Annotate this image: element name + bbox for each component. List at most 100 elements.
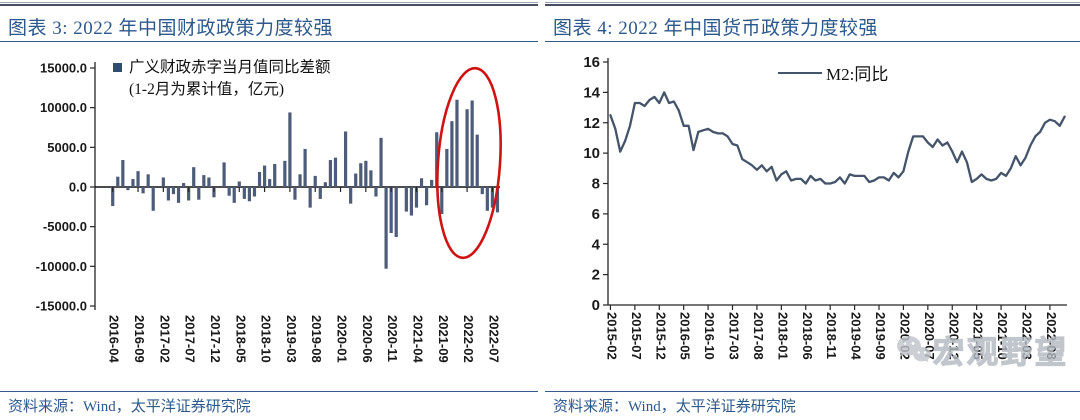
- x-tick-label: 2016-10: [702, 312, 717, 360]
- m2-line: [609, 91, 1066, 185]
- bar: [187, 187, 191, 201]
- bar: [369, 170, 373, 187]
- x-tick-label: 2019-04: [849, 312, 864, 360]
- top-rule-dark: [0, 4, 538, 6]
- y-tick-label: 2: [592, 267, 600, 284]
- bar: [202, 175, 206, 187]
- bar: [126, 187, 130, 191]
- bar: [374, 187, 378, 197]
- legend-square-icon: [113, 63, 122, 72]
- bar: [475, 134, 479, 187]
- bar: [288, 112, 292, 187]
- x-tick-label: 2018-06: [800, 312, 815, 360]
- x-tick-label: 2020-06: [360, 315, 375, 363]
- x-tick-label: 2020-11: [385, 315, 400, 362]
- bar: [237, 181, 241, 187]
- y-tick-label: 6: [592, 206, 600, 223]
- bar: [485, 187, 489, 211]
- fiscal-chart-panel: 图表 3: 2022 年中国财政政策力度较强 15000.0 10000.0 500…: [0, 0, 538, 420]
- y-tick-label: 15000.0: [40, 61, 87, 76]
- x-tick-label: 2019-09: [873, 312, 888, 360]
- bar: [430, 179, 434, 187]
- y-tick-label: 4: [592, 236, 601, 253]
- x-tick-label: 2021-04: [410, 315, 425, 363]
- x-tick-label: 2016-05: [678, 312, 693, 360]
- bar: [465, 109, 469, 187]
- top-rule-light: [545, 2, 1080, 3]
- source-rule: [545, 391, 1080, 392]
- x-tick-label: 2022-08: [1044, 312, 1059, 360]
- x-tick-label: 2018-01: [775, 312, 790, 360]
- m2-source-text: 资料来源：Wind，太平洋证券研究院: [553, 399, 796, 415]
- bar: [197, 187, 201, 200]
- x-tick-label: 2022-02: [461, 315, 476, 363]
- bar: [308, 187, 312, 208]
- bar: [141, 187, 145, 194]
- y-tick-label: 0: [592, 297, 600, 314]
- y-tick-label: 16: [583, 54, 600, 71]
- x-tick-label: 2015-12: [653, 312, 668, 360]
- bar: [495, 187, 500, 213]
- m2-legend: M2:同比: [778, 60, 888, 85]
- bar: [176, 187, 181, 203]
- bar: [121, 160, 125, 187]
- bar: [166, 187, 171, 201]
- x-tick-label: 2016-09: [132, 315, 147, 363]
- bar: [136, 171, 140, 187]
- bar: [354, 173, 358, 187]
- bar: [298, 174, 302, 187]
- bar: [111, 187, 115, 207]
- bar: [409, 187, 414, 216]
- bar: [389, 187, 393, 234]
- bar: [328, 160, 333, 187]
- x-tick-label: 2018-05: [233, 315, 248, 363]
- y-tick-label: 10000.0: [40, 100, 87, 115]
- bar: [343, 131, 348, 187]
- y-tick-label: 8: [592, 176, 600, 193]
- bar: [192, 167, 196, 187]
- bar: [313, 175, 317, 187]
- fiscal-source-text: 资料来源：Wind，太平洋证券研究院: [8, 399, 251, 415]
- fiscal-legend-text: 广义财政赤字当月值同比差额 (1-2月为累计值，亿元): [129, 57, 331, 100]
- m2-legend-text: M2:同比: [826, 65, 889, 84]
- x-tick-label: 2020-07: [922, 312, 937, 360]
- highlight-ellipse: [436, 66, 502, 260]
- fiscal-legend-line2: (1-2月为累计值，亿元): [129, 80, 284, 98]
- bar: [323, 182, 327, 187]
- x-tick-label: 2017-08: [751, 312, 766, 360]
- x-tick-label: 2017-07: [183, 315, 198, 363]
- fiscal-legend: 广义财政赤字当月值同比差额 (1-2月为累计值，亿元): [113, 57, 331, 100]
- x-tick-label: 2017-02: [157, 315, 172, 363]
- x-tick-label: 2018-10: [259, 315, 274, 363]
- fiscal-bar-chart: 15000.0 10000.0 5000.0 0.0 -5000.0 -10000.0 -1…: [36, 61, 502, 363]
- bar: [419, 178, 424, 187]
- bar: [470, 100, 474, 187]
- title-underline: [545, 41, 1080, 42]
- bar: [450, 121, 454, 187]
- m2-chart-title: 图表 4: 2022 年中国货币政策力度较强: [553, 18, 879, 39]
- bar: [116, 176, 120, 187]
- x-tick-label: 2018-11: [824, 312, 839, 359]
- bar: [262, 165, 267, 187]
- bar: [414, 187, 419, 208]
- fiscal-legend-line1: 广义财政赤字当月值同比差额: [129, 59, 331, 76]
- y-tick-label: 5000.0: [47, 140, 87, 155]
- bar: [171, 187, 176, 195]
- bar: [212, 187, 216, 198]
- y-tick-label: 0.0: [69, 180, 87, 195]
- y-tick-label: -10000.0: [36, 259, 87, 274]
- title-underline: [0, 41, 538, 42]
- x-tick-label: 2022-07: [486, 315, 501, 363]
- bar: [283, 160, 287, 187]
- bar: [480, 187, 484, 195]
- bar: [445, 148, 449, 187]
- bar: [318, 187, 322, 199]
- bar: [222, 162, 226, 187]
- bar: [440, 187, 444, 214]
- bar: [247, 187, 252, 202]
- bar: [131, 179, 135, 187]
- x-tick-label: 2017-12: [208, 315, 223, 363]
- bar: [242, 187, 246, 199]
- y-tick-label: 14: [583, 84, 600, 101]
